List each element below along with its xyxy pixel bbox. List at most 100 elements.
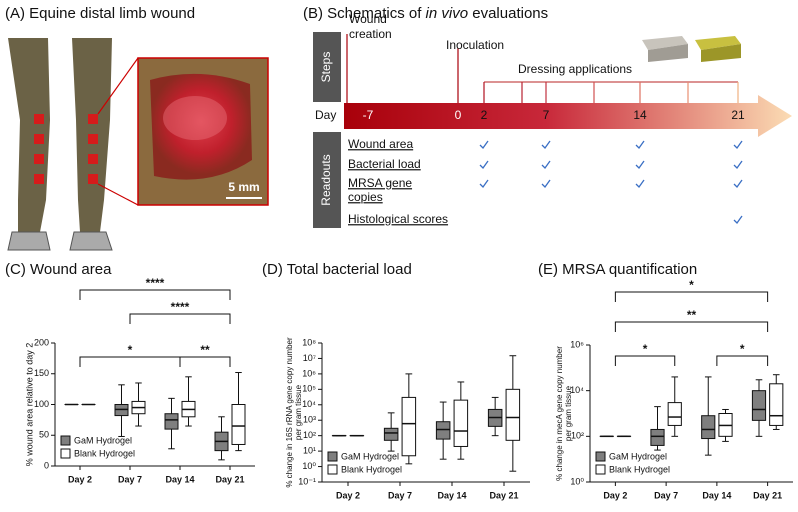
x-tick-label: Day 21: [489, 490, 518, 500]
check-mark: [541, 160, 551, 170]
y-axis-label: % change in 16S rRNA gene copy number: [285, 337, 294, 488]
significance-bracket: [79, 356, 181, 367]
x-tick-label: Day 7: [118, 474, 142, 484]
y-tick-label: 10⁻¹: [298, 476, 316, 486]
check-mark: [733, 140, 743, 150]
box: [383, 427, 399, 441]
check-mark: [635, 160, 645, 170]
day-number: 7: [543, 108, 550, 122]
check-mark: [479, 160, 489, 170]
significance-bracket: [614, 321, 769, 332]
x-tick-label: Day 14: [437, 490, 466, 500]
wound-photo: [137, 57, 269, 206]
day-label: Day: [315, 108, 336, 122]
step-label: creation: [349, 27, 392, 41]
box: [435, 421, 451, 440]
box: [667, 402, 682, 426]
readout-label: Wound area: [348, 137, 413, 151]
legend-swatch: [60, 435, 71, 446]
box: [505, 388, 521, 441]
check-mark: [733, 160, 743, 170]
hydrogel-images: [642, 36, 741, 62]
significance-bracket: [179, 356, 231, 367]
box: [164, 413, 179, 430]
box: [453, 399, 469, 447]
row-label: Steps: [319, 52, 333, 83]
y-tick-label: 10³: [303, 415, 316, 425]
x-tick-label: Day 2: [68, 474, 92, 484]
panel-title: (B) Schematics of in vivo evaluations: [303, 5, 548, 22]
step-lines: [346, 34, 459, 103]
box: [231, 404, 246, 445]
day-number: 0: [455, 108, 462, 122]
legend-swatch: [595, 451, 606, 462]
limb-drawing: [7, 38, 139, 251]
y-tick-label: 50: [39, 430, 49, 440]
step-label: Wound: [349, 12, 387, 26]
significance-bracket: [614, 355, 676, 366]
y-axis-label: % change in mecA gene copy number: [555, 346, 564, 481]
dressing-bracket: [483, 81, 739, 103]
step-label: Inoculation: [446, 38, 504, 52]
day-number: 14: [633, 108, 647, 122]
readout-label: copies: [348, 190, 383, 204]
significance-bracket: [614, 291, 769, 302]
legend-swatch: [60, 448, 71, 459]
legend-label: Blank Hydrogel: [341, 464, 402, 474]
chart-title: (D) Total bacterial load: [262, 261, 412, 278]
check-mark: [733, 179, 743, 189]
significance-label: *: [689, 278, 694, 292]
legend-swatch: [595, 464, 606, 475]
row-label: Readouts: [319, 154, 333, 205]
check-mark: [635, 179, 645, 189]
legend-swatch: [327, 464, 338, 475]
check-mark: [635, 140, 645, 150]
legend-swatch: [327, 451, 338, 462]
title-part: in vivo: [426, 5, 469, 22]
significance-bracket: [79, 289, 231, 300]
y-tick-label: 10⁴: [570, 385, 584, 395]
title-part: (B) Schematics of: [303, 5, 426, 22]
x-tick-label: Day 7: [654, 490, 678, 500]
y-tick-label: 10⁸: [302, 337, 316, 347]
y-tick-label: 10⁶: [302, 368, 316, 378]
x-tick-label: Day 21: [215, 474, 244, 484]
significance-label: ****: [146, 276, 165, 290]
y-tick-label: 100: [34, 399, 49, 409]
x-tick-label: Day 21: [753, 490, 782, 500]
x-tick-label: Day 14: [165, 474, 194, 484]
y-tick-label: 10⁰: [570, 476, 584, 486]
y-tick-label: 200: [34, 337, 49, 347]
y-tick-label: 150: [34, 368, 49, 378]
significance-label: *: [128, 343, 133, 357]
significance-label: ****: [171, 300, 190, 314]
box: [401, 396, 417, 457]
readout-label: Bacterial load: [348, 157, 421, 171]
box: [751, 390, 767, 421]
y-tick-label: 10⁰: [302, 461, 316, 471]
legend-label: GaM Hydrogel: [341, 451, 399, 461]
y-axis-label: per gram tissue: [564, 385, 573, 441]
box: [769, 383, 784, 426]
legend-label: GaM Hydrogel: [609, 451, 667, 461]
check-mark: [733, 215, 743, 225]
panel-title: (A) Equine distal limb wound: [5, 5, 195, 22]
significance-label: *: [740, 342, 745, 356]
legend-label: GaM Hydrogel: [74, 435, 132, 445]
step-label: Dressing applications: [518, 62, 632, 76]
legend-label: Blank Hydrogel: [609, 464, 670, 474]
check-mark: [541, 140, 551, 150]
box: [701, 415, 716, 440]
x-tick-label: Day 14: [702, 490, 731, 500]
scale-bar-label: 5 mm: [228, 180, 259, 194]
significance-label: **: [687, 308, 697, 322]
significance-bracket: [716, 355, 769, 366]
readout-label: Histological scores: [348, 212, 448, 226]
y-tick-label: 10²: [571, 431, 584, 441]
significance-label: *: [643, 342, 648, 356]
y-axis-label: per gram tissue: [294, 384, 303, 440]
check-mark: [479, 179, 489, 189]
x-tick-label: Day 7: [388, 490, 412, 500]
check-mark: [479, 140, 489, 150]
